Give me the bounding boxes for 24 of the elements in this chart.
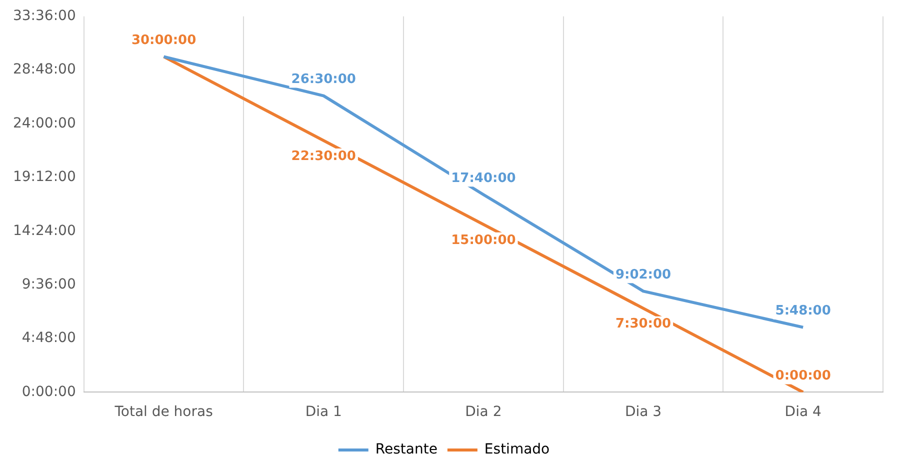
data-label: 26:30:00: [291, 72, 356, 88]
y-tick-label: 24:00:00: [12, 115, 76, 132]
data-label: 15:00:00: [451, 232, 516, 248]
data-label: 9:02:00: [615, 268, 672, 283]
y-tick-label: 28:48:00: [12, 62, 76, 78]
data-label: 22:30:00: [291, 148, 356, 164]
data-label: 0:00:00: [775, 368, 831, 384]
x-tick-label: Total de horas: [114, 404, 213, 420]
x-tick-label: Dia 1: [305, 404, 342, 420]
data-label: 5:48:00: [775, 304, 831, 319]
legend-label: Estimado: [484, 442, 550, 458]
y-tick-label: 4:48:00: [22, 330, 76, 346]
y-tick-label: 9:36:00: [22, 276, 76, 292]
y-tick-label: 19:12:00: [12, 169, 76, 186]
x-tick-label: Dia 4: [784, 404, 822, 420]
data-label: 17:40:00: [451, 170, 516, 186]
y-tick-label: 14:24:00: [12, 222, 76, 239]
legend-label: Restante: [375, 442, 438, 458]
x-tick-label: Dia 3: [624, 404, 662, 420]
y-tick-label: 33:36:00: [12, 8, 76, 24]
y-tick-label: 0:00:00: [22, 384, 76, 400]
x-tick-label: Dia 2: [465, 404, 502, 420]
data-label: 30:00:00: [131, 33, 196, 48]
data-label: 7:30:00: [615, 316, 672, 332]
